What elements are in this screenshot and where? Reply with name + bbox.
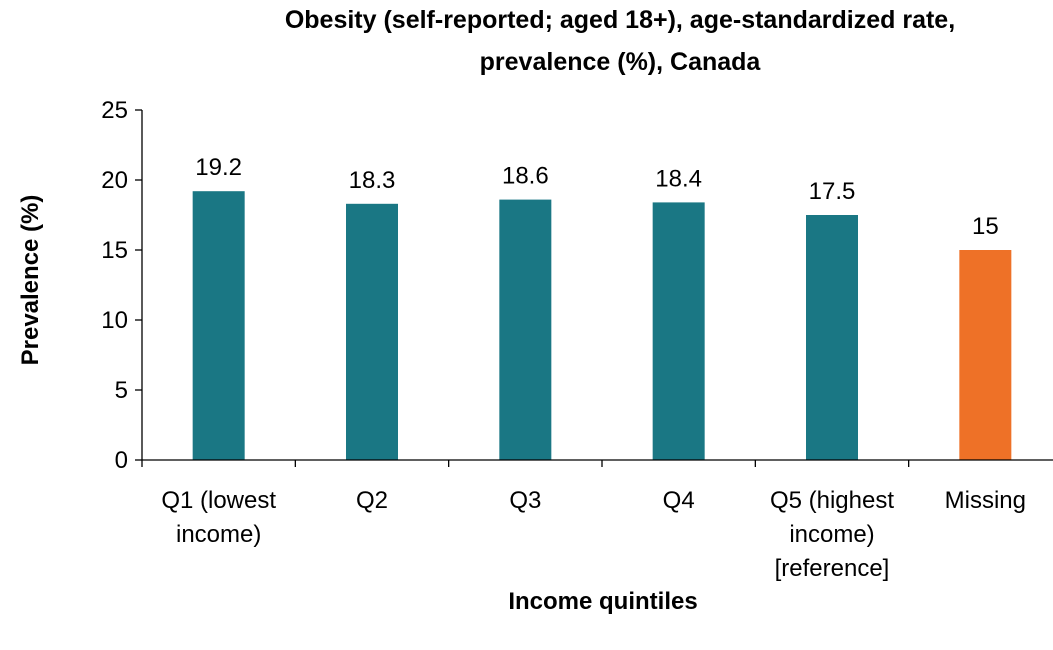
- x-category-label: Q1 (lowest: [161, 487, 276, 514]
- bar: [499, 199, 552, 460]
- y-axis-ticks: 0 5 10 15 20 25: [101, 97, 142, 474]
- x-axis-categories: Q1 (lowest income) Q2 Q3 Q4 Q5 (highest income…: [141, 460, 1026, 582]
- x-category-label: Missing: [945, 487, 1026, 514]
- data-label: 18.4: [655, 165, 702, 192]
- x-category-label: [reference]: [775, 555, 890, 582]
- x-axis-title: Income quintiles: [508, 588, 697, 615]
- y-tick-label: 20: [101, 167, 128, 194]
- bar: [806, 215, 858, 460]
- x-category-label: Q3: [509, 487, 541, 514]
- data-label: 17.5: [809, 178, 856, 205]
- chart-title-line-1: Obesity (self-reported; aged 18+), age-s…: [285, 6, 955, 34]
- data-labels: 19.2 18.3 18.6 18.4 17.5 15: [195, 154, 998, 240]
- x-category-label: income): [789, 521, 874, 548]
- bar: [959, 250, 1012, 460]
- bar: [652, 202, 705, 460]
- y-axis-title: Prevalence (%): [17, 195, 44, 366]
- y-tick-label: 25: [101, 97, 128, 124]
- data-label: 18.3: [349, 167, 396, 194]
- y-tick-label: 5: [115, 377, 128, 404]
- bars: [192, 191, 1012, 461]
- data-label: 18.6: [502, 163, 549, 190]
- data-label: 19.2: [195, 154, 242, 181]
- chart-title-line-2: prevalence (%), Canada: [480, 48, 762, 76]
- y-tick-label: 0: [115, 447, 128, 474]
- x-category-label: Q4: [663, 487, 695, 514]
- x-category-label: income): [176, 521, 261, 548]
- bar: [192, 191, 245, 460]
- y-tick-label: 10: [101, 307, 128, 334]
- y-tick-label: 15: [101, 237, 128, 264]
- data-label: 15: [972, 213, 999, 240]
- x-category-label: Q2: [356, 487, 388, 514]
- bar: [346, 203, 398, 461]
- x-category-label: Q5 (highest: [770, 487, 894, 514]
